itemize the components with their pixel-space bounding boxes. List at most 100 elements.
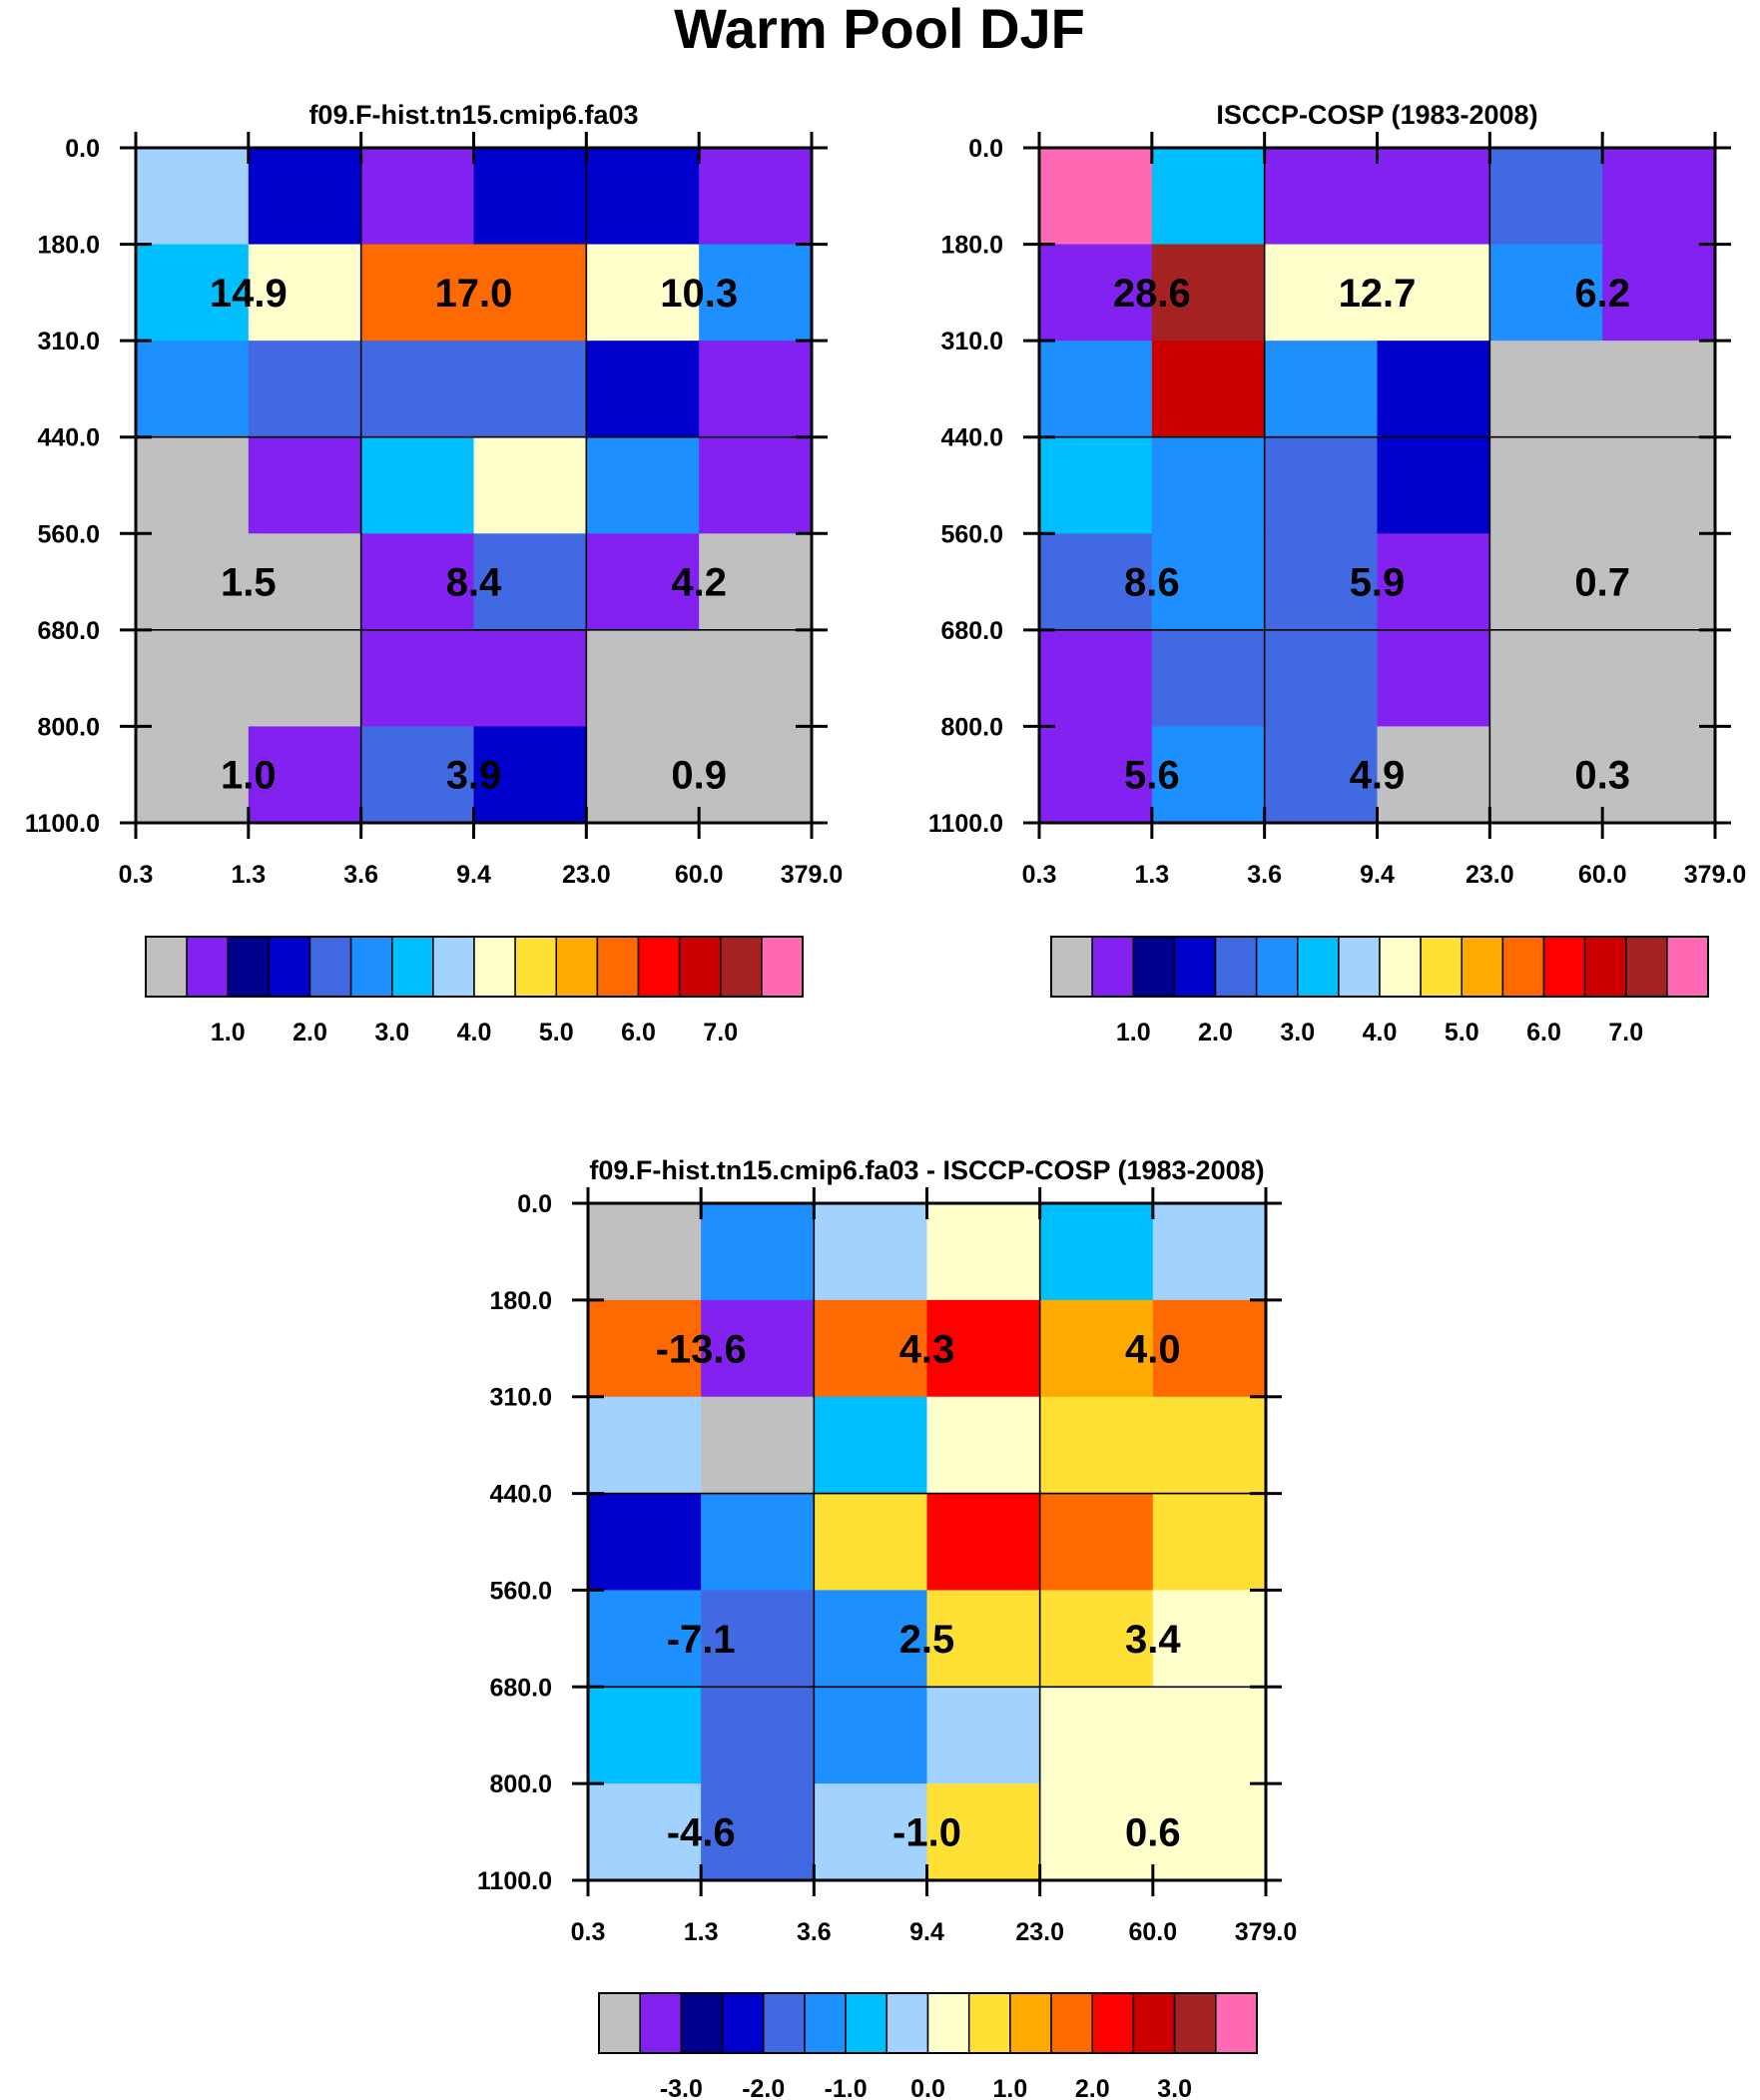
heatmap-cell	[701, 1493, 815, 1592]
cloud-total-label: 2.5	[899, 1618, 955, 1662]
colorbar-swatch	[1379, 936, 1422, 998]
heatmap-cell	[1264, 726, 1379, 824]
heatmap-cell	[1602, 436, 1716, 534]
cloud-total-label: 14.9	[210, 272, 288, 316]
cloud-total-label: 4.0	[1125, 1327, 1181, 1371]
heatmap-cell	[360, 629, 475, 728]
colorbar-swatch	[1666, 936, 1709, 998]
colorbar-label: 3.0	[1157, 2075, 1192, 2100]
colorbar-label: 2.0	[293, 1019, 327, 1047]
colorbar-swatch	[763, 1992, 806, 2054]
heatmap-cell	[1264, 244, 1379, 342]
colorbar-swatch	[1501, 936, 1545, 998]
x-tick-label: 1.3	[684, 1918, 719, 1946]
x-tick-label: 60.0	[1128, 1918, 1177, 1946]
y-tick-label: 800.0	[940, 713, 1003, 741]
y-tick-label: 0.0	[517, 1190, 552, 1218]
heatmap-cell	[248, 726, 362, 824]
x-tick-label: 0.3	[119, 861, 154, 889]
x-tick-label: 379.0	[1684, 861, 1747, 889]
colorbar-swatch	[1297, 936, 1340, 998]
colorbar-swatch	[473, 936, 516, 998]
colorbar-swatch	[1009, 1992, 1052, 2054]
colorbar-swatch	[1132, 1992, 1176, 2054]
colorbar-label: 4.0	[1363, 1019, 1398, 1047]
x-tick-label: 1.3	[231, 861, 266, 889]
heatmap-cell	[1264, 148, 1379, 246]
colorbar-label: 6.0	[621, 1019, 656, 1047]
colorbar-swatch	[1542, 936, 1586, 998]
heatmap-cell	[360, 726, 475, 824]
colorbar: 1.0 2.0 3.0 4.0 5.0 6.0 7.0	[145, 936, 804, 1047]
heatmap-cell	[1152, 1203, 1267, 1301]
heatmap-cell	[699, 726, 813, 824]
cloud-total-label: 17.0	[435, 272, 513, 316]
colorbar-swatch	[967, 1992, 1011, 2054]
colorbar-label: -3.0	[660, 2075, 703, 2100]
x-tick-label: 379.0	[781, 861, 844, 889]
colorbar-swatch	[1214, 936, 1258, 998]
cloud-total-label: -4.6	[667, 1811, 736, 1855]
y-tick-label: 1100.0	[477, 1867, 552, 1895]
heatmap-cell	[1151, 629, 1266, 728]
heatmap-cell	[699, 148, 813, 246]
heatmap-cell	[1602, 148, 1716, 246]
cloud-total-label: -13.6	[656, 1327, 747, 1371]
heatmap-cell	[136, 436, 250, 534]
heatmap-cell	[1264, 436, 1379, 534]
cloud-total-label: 3.4	[1125, 1618, 1181, 1662]
heatmap-cell	[360, 244, 475, 342]
heatmap-cell	[586, 533, 700, 631]
x-tick-label: 23.0	[1015, 1918, 1064, 1946]
heatmap-cell	[248, 341, 362, 438]
colorbar-swatch	[308, 936, 352, 998]
heatmap-cell	[136, 341, 250, 438]
heatmap-cell	[473, 629, 587, 728]
heatmap-cell	[814, 1396, 928, 1495]
panel-title: f09.F-hist.tn15.cmip6.fa03	[308, 100, 638, 130]
heatmap-cell	[588, 1299, 702, 1398]
y-tick-label: 310.0	[940, 328, 1003, 355]
heatmap-cell	[699, 436, 813, 534]
group-dividers	[1039, 148, 1715, 823]
colorbar-swatch	[145, 936, 188, 998]
y-tick-label: 180.0	[489, 1287, 552, 1315]
heatmap-cell	[1039, 1687, 1154, 1784]
cloud-total-label: 0.9	[671, 754, 727, 798]
heatmap-cell	[1489, 436, 1603, 534]
x-tick-label: 1.3	[1134, 861, 1169, 889]
heatmap-cell	[360, 436, 475, 534]
heatmap-cell	[814, 1299, 928, 1398]
y-tick-label: 800.0	[489, 1770, 552, 1798]
heatmap-cell	[1039, 1299, 1154, 1398]
cloud-total-label: 10.3	[660, 272, 738, 316]
colorbar-label: 1.0	[1116, 1019, 1151, 1047]
heatmap-cell	[701, 1299, 815, 1398]
heatmap-cell	[586, 148, 700, 246]
panel-diff: f09.F-hist.tn15.cmip6.fa03 - ISCCP-COSP …	[477, 1155, 1297, 2100]
y-tick-label: 560.0	[37, 520, 100, 548]
heatmap-cell	[814, 1493, 928, 1592]
heatmap-cell	[926, 1590, 1041, 1688]
cloud-total-label: 6.2	[1574, 272, 1630, 316]
colorbar-swatch	[598, 1992, 641, 2054]
heatmap-cell	[1039, 533, 1153, 631]
panel-title: f09.F-hist.tn15.cmip6.fa03 - ISCCP-COSP …	[589, 1155, 1264, 1185]
heatmap-cell	[1039, 436, 1153, 534]
heatmap-cell	[1489, 244, 1603, 342]
y-tick-label: 440.0	[489, 1481, 552, 1509]
x-tick-label: 23.0	[562, 861, 611, 889]
heatmap-cell	[1152, 1299, 1267, 1398]
heatmap-cell	[926, 1687, 1041, 1784]
colorbar-border	[145, 936, 804, 998]
colorbar-swatch	[1338, 936, 1381, 998]
y-tick-label: 680.0	[940, 617, 1003, 645]
colorbar-swatch	[926, 1992, 970, 2054]
heatmap-cell	[136, 148, 250, 246]
colorbar-swatch	[1050, 1992, 1093, 2054]
colorbar-label: 2.0	[1075, 2075, 1110, 2100]
x-tick-label: 3.6	[1247, 861, 1282, 889]
colorbar-swatch	[637, 936, 681, 998]
heatmap-cell	[1489, 629, 1603, 728]
cloud-total-label: 8.6	[1124, 561, 1180, 605]
